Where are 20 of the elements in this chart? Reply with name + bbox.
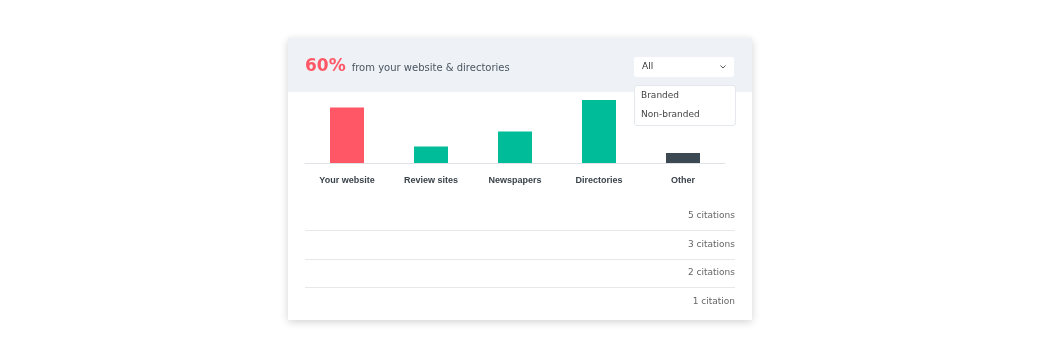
bar bbox=[330, 107, 364, 163]
chart-subtitle: from your website & directories bbox=[351, 62, 510, 73]
bar bbox=[582, 100, 616, 163]
bar bbox=[414, 146, 448, 163]
text: 5 citations bbox=[687, 210, 735, 220]
annotation: Branded bbox=[641, 90, 680, 100]
text: 3 citations bbox=[687, 238, 735, 249]
chart-title: 60% bbox=[305, 55, 346, 75]
annotation: Non-branded bbox=[641, 109, 700, 119]
x-tick-label: Other bbox=[670, 174, 696, 185]
x-tick-label: Newspapers bbox=[488, 174, 542, 185]
x-tick-label: Review sites bbox=[403, 174, 459, 185]
text: 1 citation bbox=[692, 295, 735, 306]
bar bbox=[666, 152, 700, 163]
text: 2 citations bbox=[687, 267, 735, 277]
dropdown-menu: Branded Non-branded bbox=[634, 85, 736, 126]
x-tick-label: Directories bbox=[575, 174, 623, 185]
dropdown-field: All bbox=[634, 57, 734, 77]
bar bbox=[498, 131, 532, 163]
x-tick-label: Your website bbox=[319, 174, 375, 185]
